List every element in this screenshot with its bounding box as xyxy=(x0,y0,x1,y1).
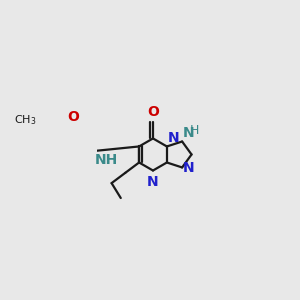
Text: CH$_3$: CH$_3$ xyxy=(14,113,37,127)
Text: N: N xyxy=(183,126,194,140)
Text: H: H xyxy=(189,124,199,137)
Text: NH: NH xyxy=(94,153,118,167)
Text: N: N xyxy=(147,175,159,189)
Text: N: N xyxy=(183,161,195,176)
Text: O: O xyxy=(147,105,159,119)
Text: O: O xyxy=(67,110,79,124)
Text: N: N xyxy=(167,131,179,146)
